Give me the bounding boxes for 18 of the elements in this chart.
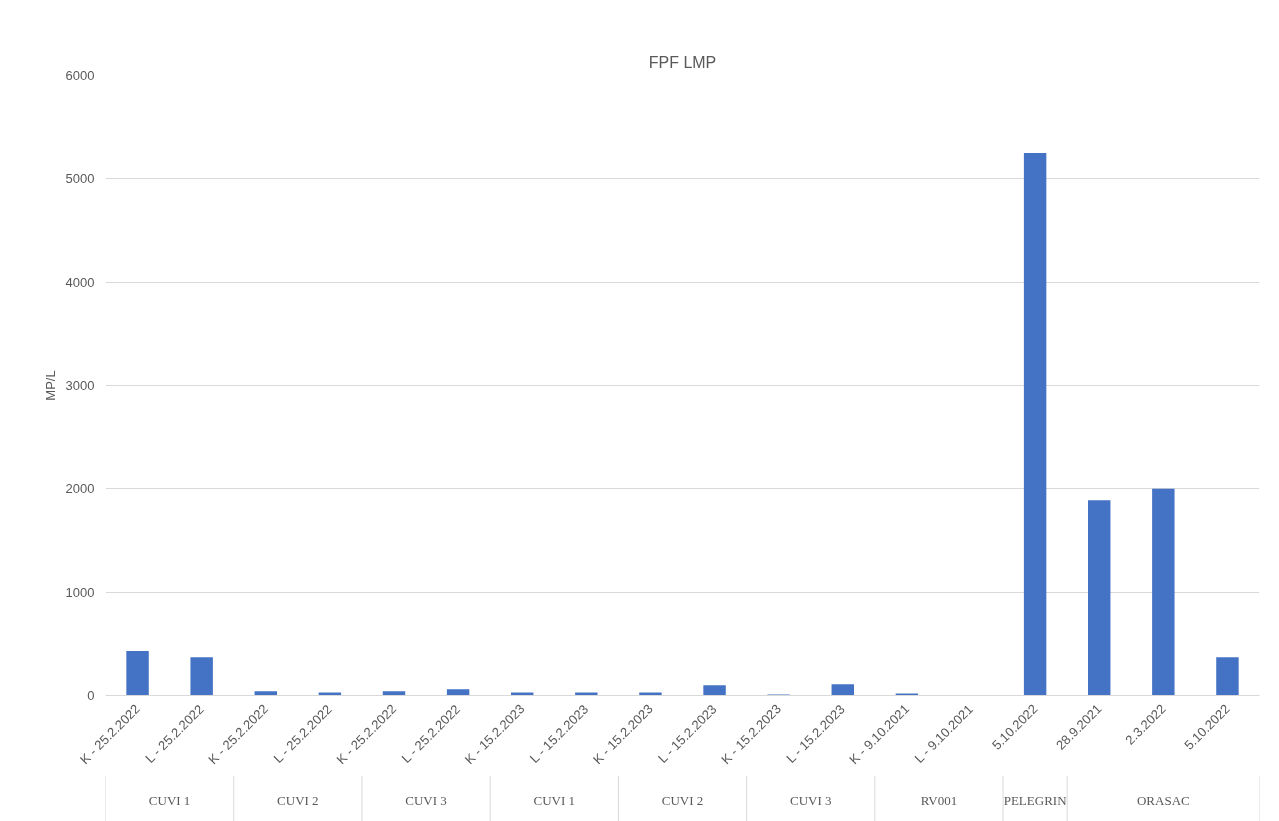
text: CUVI 2 — [661, 793, 704, 809]
text: CUVI 1 — [533, 793, 576, 809]
text: CUVI 3 — [789, 793, 832, 809]
text: CUVI 2 — [277, 793, 319, 809]
y-axis-title: MP/L — [42, 370, 58, 401]
y-tick-label: 3000 — [65, 378, 95, 393]
y-tick-label: 6000 — [65, 68, 95, 83]
text: RV001 — [920, 793, 958, 809]
y-tick-label: 4000 — [65, 274, 95, 290]
text: CUVI 3 — [405, 793, 447, 809]
y-tick-label: 0 — [87, 688, 95, 703]
text: CUVI 1 — [148, 793, 191, 809]
y-tick-label: 5000 — [65, 171, 95, 187]
chart-title: FPF LMP — [648, 53, 717, 71]
y-tick-label: 2000 — [65, 481, 95, 497]
text: PELEGRIN — [1003, 793, 1068, 809]
text: ORASAC — [1136, 793, 1190, 809]
y-tick-label: 1000 — [65, 584, 95, 600]
